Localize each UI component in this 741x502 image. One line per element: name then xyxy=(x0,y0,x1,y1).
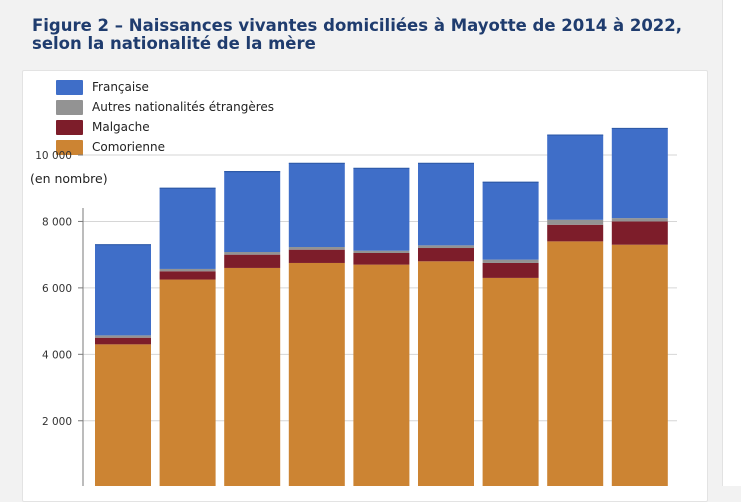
bar-2016-comorienne xyxy=(224,267,281,486)
bar-2019-autres-nationalites-etrangeres xyxy=(418,245,474,249)
y-tick-label-4000: 4 000 xyxy=(42,349,72,361)
bar-2018-francaise xyxy=(353,168,410,251)
bar-2019-francaise xyxy=(418,163,474,246)
bar-2014-francaise xyxy=(95,244,151,336)
legend-label-autres: Autres nationalités étrangères xyxy=(92,100,275,114)
bar-2019-comorienne xyxy=(418,261,474,486)
bar-2017-comorienne xyxy=(288,262,345,486)
bar-2022-autres-nationalites-etrangeres xyxy=(611,218,668,222)
bar-2018-autres-nationalites-etrangeres xyxy=(353,250,410,253)
bar-2014-malgache xyxy=(95,337,151,345)
right-sidebar-strip xyxy=(722,0,741,486)
bar-2020-autres-nationalites-etrangeres xyxy=(482,259,539,263)
legend-swatch-francaise xyxy=(56,79,83,95)
bar-2017-malgache xyxy=(288,249,345,263)
bar-2016-autres-nationalites-etrangeres xyxy=(224,252,281,255)
y-tick-label-2000: 2 000 xyxy=(42,416,72,428)
legend-item-malgache: Malgache xyxy=(56,119,150,135)
legend-swatch-malgache xyxy=(56,119,83,135)
legend-label-malgache: Malgache xyxy=(92,120,150,134)
bar-2015-comorienne xyxy=(159,279,216,486)
bar-2014-autres-nationalites-etrangeres xyxy=(95,335,151,338)
legend-item-comorienne: Comorienne xyxy=(56,139,165,155)
bar-2022-malgache xyxy=(611,221,668,245)
bar-2015-malgache xyxy=(159,271,216,280)
bar-2020-francaise xyxy=(482,182,539,260)
bar-2022-francaise xyxy=(611,128,668,219)
legend-item-autres: Autres nationalités étrangères xyxy=(56,99,274,115)
bar-2016-malgache xyxy=(224,254,281,268)
bar-2020-comorienne xyxy=(482,277,539,486)
bar-2018-comorienne xyxy=(353,264,410,486)
y-axis-unit-label: (en nombre) xyxy=(30,171,108,186)
bar-2014-comorienne xyxy=(95,344,151,486)
stacked-bar-chart: 2 000 4 000 6 000 8 000 10 000 xyxy=(35,127,677,486)
legend-label-francaise: Française xyxy=(92,80,149,94)
bar-2015-autres-nationalites-etrangeres xyxy=(159,268,216,272)
y-tick-label-6000: 6 000 xyxy=(42,283,72,295)
bar-2019-malgache xyxy=(418,248,474,262)
bar-2017-autres-nationalites-etrangeres xyxy=(288,247,345,250)
legend-swatch-comorienne xyxy=(56,139,83,155)
bar-2015-francaise xyxy=(159,188,216,269)
bar-2021-autres-nationalites-etrangeres xyxy=(547,219,604,225)
bar-2020-malgache xyxy=(482,262,539,278)
bar-2021-malgache xyxy=(547,224,604,242)
page-title: Figure 2 – Naissances vivantes domicilié… xyxy=(32,16,683,53)
legend-item-francaise: Française xyxy=(56,79,149,95)
bar-2021-francaise xyxy=(547,135,604,220)
bar-2017-francaise xyxy=(288,163,345,248)
legend-label-comorienne: Comorienne xyxy=(92,140,165,154)
bar-2021-comorienne xyxy=(547,241,604,486)
y-tick-label-8000: 8 000 xyxy=(42,216,72,228)
legend-swatch-autres xyxy=(56,99,83,115)
bar-2016-francaise xyxy=(224,171,281,253)
bar-2018-malgache xyxy=(353,252,410,265)
y-tick-label-10000: 10 000 xyxy=(35,150,72,162)
bar-2022-comorienne xyxy=(611,244,668,486)
